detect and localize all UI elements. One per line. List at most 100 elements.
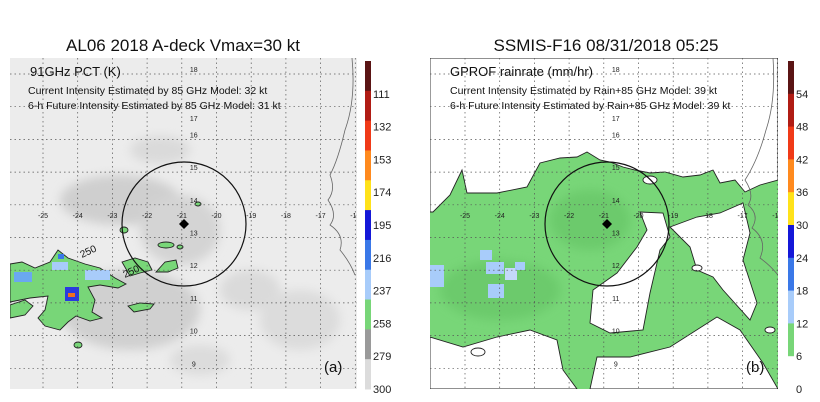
panel-b-current-intensity: Current Intensity Estimated by Rain+85 G… <box>450 85 717 97</box>
lon-label: -24 <box>73 213 83 220</box>
colorbar-tick-label: 279 <box>373 351 391 363</box>
colorbar-tick-label: 54 <box>796 89 808 101</box>
lon-label: -17 <box>316 213 326 220</box>
colorbar-segment <box>788 192 794 226</box>
lat-label: 14 <box>612 198 620 205</box>
panel-b-label: (b) <box>746 359 764 376</box>
colorbar-segment <box>365 180 371 211</box>
lon-label: -25 <box>460 213 470 220</box>
panel-a-product: 91GHz PCT (K) <box>30 64 121 79</box>
pct-map: 250 250 -25 -24 -23 -22 -21 -20 -19 -18 -17 -1618… <box>10 58 360 389</box>
colorbar-segment <box>365 150 371 181</box>
colorbar-tick-label: 0 <box>796 384 802 396</box>
lon-label: -23 <box>107 213 117 220</box>
lon-label: -16 <box>350 213 360 220</box>
colorbar-tick-label: 36 <box>796 187 808 199</box>
lat-label: 13 <box>190 231 198 238</box>
panel-a: AL06 2018 A-deck Vmax=30 kt <box>10 36 391 396</box>
colorbar-tick-label: 42 <box>796 154 808 166</box>
colorbar-pct: 111 132 153 174 195 216 237 258 279 300 <box>365 61 391 396</box>
storm-center-marker <box>179 219 189 229</box>
lon-label: -21 <box>177 213 187 220</box>
colorbar-segment <box>365 210 371 241</box>
colorbar-segment <box>788 61 794 95</box>
colorbar-segment <box>365 239 371 271</box>
lon-label: -17 <box>738 213 748 220</box>
lat-label: 15 <box>190 165 198 172</box>
panel-a-title: AL06 2018 A-deck Vmax=30 kt <box>66 36 300 55</box>
coastline <box>327 58 356 276</box>
rainrate-map: -25 -24 -23 -22 -21 -20 -19 -18 -17 -16 18 17 16 15 14… <box>430 58 782 389</box>
colorbar-segment <box>788 126 794 160</box>
colorbar-tick-label: 300 <box>373 384 391 396</box>
colorbar-segment <box>788 356 794 390</box>
lat-label: 18 <box>612 67 620 74</box>
colorbar-tick-label: 195 <box>373 220 391 232</box>
colorbar-segment <box>365 359 371 390</box>
colorbar-tick-label: 12 <box>796 318 808 330</box>
lon-label: -25 <box>38 213 48 220</box>
lat-label: 11 <box>190 296 197 303</box>
lat-label: 9 <box>192 361 196 368</box>
colorbar-tick-label: 153 <box>373 154 391 166</box>
lon-label: -22 <box>564 213 574 220</box>
colorbar-tick-label: 258 <box>373 318 391 330</box>
colorbar-tick-label: 18 <box>796 286 808 298</box>
panel-a-current-intensity: Current Intensity Estimated by 85 GHz Mo… <box>28 85 267 97</box>
lat-label: 15 <box>612 165 620 172</box>
panel-b: SSMIS-F16 08/31/2018 05:25 <box>430 36 808 396</box>
colorbar-segment <box>788 257 794 292</box>
colorbar-segment <box>788 159 794 193</box>
colorbar-segment <box>365 329 371 360</box>
colorbar-segment <box>788 93 794 128</box>
colorbar-tick-label: 48 <box>796 122 808 134</box>
colorbar-tick-label: 24 <box>796 253 808 265</box>
lon-label: -16 <box>772 213 782 220</box>
lon-label: -22 <box>142 213 152 220</box>
lat-label: 14 <box>190 198 198 205</box>
lat-label: 11 <box>612 296 619 303</box>
panel-a-future-intensity: 6-h Future Intensity Estimated by 85 GHz… <box>28 100 281 112</box>
panel-b-product: GPROF rainrate (mm/hr) <box>450 64 593 79</box>
lat-label: 10 <box>612 329 620 336</box>
storm-center-marker <box>602 219 612 229</box>
lat-label: 13 <box>612 231 620 238</box>
colorbar-tick-label: 6 <box>796 351 802 363</box>
colorbar-tick-label: 174 <box>373 187 391 199</box>
colorbar-tick-label: 216 <box>373 253 391 265</box>
lat-label: 10 <box>190 329 198 336</box>
colorbar-segment <box>788 323 794 357</box>
colorbar-tick-label: 30 <box>796 220 808 232</box>
radius-circle <box>121 161 247 287</box>
lon-label: -20 <box>633 213 643 220</box>
lat-label: 18 <box>190 67 198 74</box>
colorbar-segment <box>365 299 371 330</box>
panel-a-label: (a) <box>324 359 342 376</box>
lon-label: -19 <box>246 213 256 220</box>
graticule: -25 -24 -23 -22 -21 -20 -19 -18 -17 -16 18 17 16 15 14… <box>430 58 782 389</box>
lat-label: 9 <box>614 361 618 368</box>
lon-label: -20 <box>211 213 221 220</box>
colorbar-segment <box>788 225 794 259</box>
colorbar-segment <box>365 61 371 92</box>
colorbar-segment <box>365 269 371 301</box>
lat-label: 16 <box>190 132 198 139</box>
colorbar-tick-label: 237 <box>373 286 391 298</box>
colorbar-segment <box>788 290 794 324</box>
lon-label: -21 <box>599 213 609 220</box>
colorbar-segment <box>365 120 371 151</box>
lat-label: 17 <box>190 116 198 123</box>
lon-label: -18 <box>703 213 713 220</box>
lat-label: 12 <box>190 263 198 270</box>
cold-cores <box>14 254 110 301</box>
lon-label: -23 <box>529 213 539 220</box>
lat-label: 16 <box>612 132 620 139</box>
lat-label: 17 <box>612 116 620 123</box>
lon-label: -24 <box>495 213 505 220</box>
lat-label: 12 <box>612 263 620 270</box>
colorbar-segment <box>365 90 371 122</box>
cloud-shading <box>60 136 340 375</box>
lon-label: -19 <box>668 213 678 220</box>
panel-b-future-intensity: 6-h Future Intensity Estimated by Rain+8… <box>450 100 731 112</box>
colorbar-rainrate: 54 48 42 36 30 24 18 12 6 0 <box>788 61 808 396</box>
